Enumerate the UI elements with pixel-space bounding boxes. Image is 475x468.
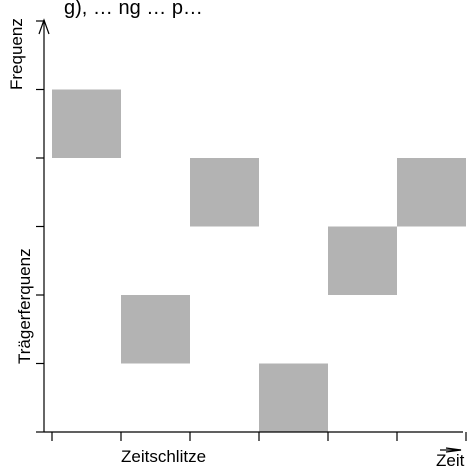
hop-block <box>328 226 397 295</box>
hop-block <box>259 363 328 432</box>
hop-block <box>397 158 466 227</box>
x-axis-label-zeit: Zeit <box>436 451 465 468</box>
x-axis-label-zeitschlitze: Zeitschlitze <box>121 447 206 466</box>
axis-ticks <box>36 20 467 441</box>
header-text: g), … ng … p… <box>64 0 203 19</box>
axes <box>38 18 463 453</box>
hop-blocks <box>52 89 466 432</box>
y-axis-label-traegerfrequenz: Trägerferquenz <box>15 248 34 364</box>
hop-block <box>190 158 259 227</box>
hop-block <box>121 295 190 364</box>
y-axis-label-frequenz: Frequenz <box>7 18 26 90</box>
hop-block <box>52 89 121 158</box>
